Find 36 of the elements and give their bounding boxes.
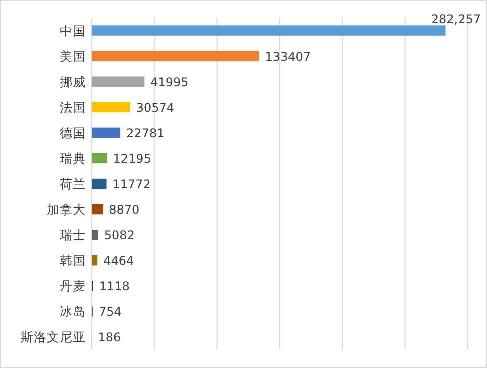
data-label: 754 <box>98 305 122 320</box>
data-label: 12195 <box>113 152 152 166</box>
y-tick-label: 瑞典 <box>60 150 86 166</box>
data-label: 1118 <box>99 280 130 294</box>
bar <box>92 128 121 138</box>
data-label: 8870 <box>109 203 140 218</box>
bar <box>92 204 104 215</box>
bar <box>92 230 98 240</box>
data-label: 30574 <box>136 100 175 115</box>
data-label: 186 <box>98 330 122 345</box>
y-tick-label: 冰岛 <box>60 304 86 320</box>
y-tick-label: 加拿大 <box>47 202 86 218</box>
y-tick-label: 中国 <box>60 23 86 38</box>
bar <box>92 256 98 266</box>
data-label: 282,257 <box>431 12 481 27</box>
bar <box>92 102 130 112</box>
data-label: 41995 <box>150 75 189 90</box>
data-label: 11772 <box>112 178 151 192</box>
bar <box>92 76 145 87</box>
data-label: 133407 <box>265 50 312 64</box>
data-label: 5082 <box>104 228 135 243</box>
bar <box>92 178 107 190</box>
y-tick-label: 荷兰 <box>60 176 86 192</box>
y-tick-label: 韩国 <box>60 253 86 268</box>
bar <box>92 153 108 164</box>
y-tick-label: 瑞士 <box>60 228 86 243</box>
data-label: 22781 <box>126 126 165 140</box>
bar <box>92 26 446 36</box>
bar <box>92 51 260 62</box>
y-tick-label: 丹麦 <box>60 278 86 294</box>
y-tick-label: 德国 <box>60 125 86 140</box>
y-tick-label: 挪威 <box>60 74 86 90</box>
y-tick-label: 斯洛文尼亚 <box>21 330 86 345</box>
y-tick-label: 美国 <box>60 48 86 64</box>
data-label: 4464 <box>104 254 134 268</box>
y-tick-label: 法国 <box>60 100 86 115</box>
